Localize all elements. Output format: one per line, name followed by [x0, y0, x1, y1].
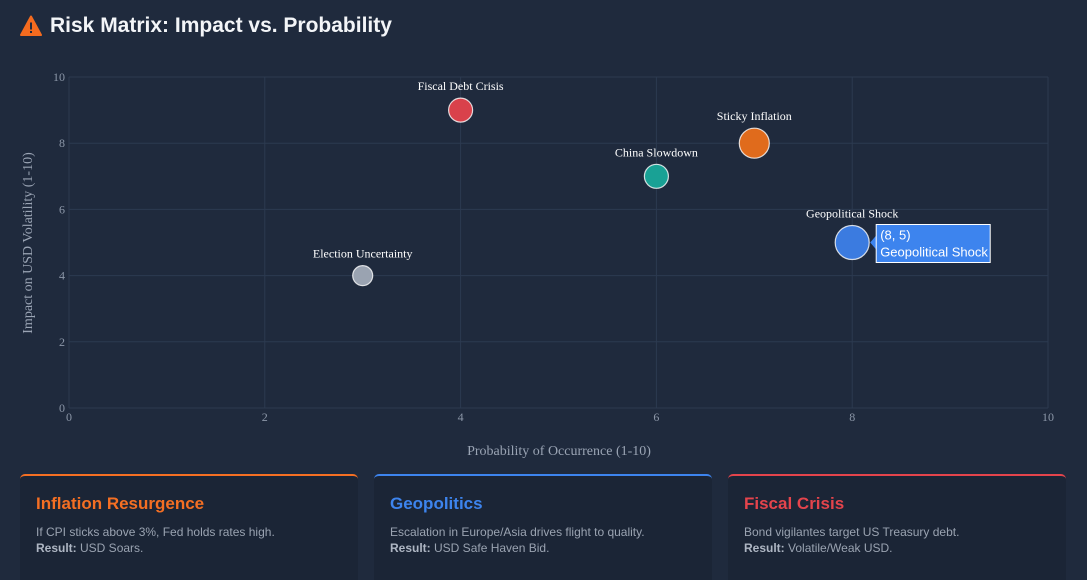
y-tick-label: 4: [59, 269, 65, 283]
y-tick-label: 0: [59, 401, 65, 415]
card-result: Result: USD Safe Haven Bid.: [390, 540, 696, 556]
card-result-value: USD Safe Haven Bid.: [434, 541, 550, 555]
data-point-label: Sticky Inflation: [717, 109, 792, 123]
tooltip-pointer: [870, 235, 877, 250]
data-point-label: Fiscal Debt Crisis: [418, 79, 504, 93]
card-geopolitics: Geopolitics Escalation in Europe/Asia dr…: [374, 474, 712, 580]
card-result-label: Result:: [36, 541, 77, 555]
data-point: [352, 265, 374, 287]
card-title: Inflation Resurgence: [36, 494, 205, 513]
data-point: [834, 224, 870, 261]
data-point-label: Election Uncertainty: [313, 247, 413, 261]
y-tick-label: 2: [59, 335, 65, 349]
data-point-label: Geopolitical Shock: [806, 207, 898, 221]
tooltip-box: [875, 224, 991, 263]
data-point: [643, 163, 670, 189]
page-title: Risk Matrix: Impact vs. Probability: [50, 14, 392, 37]
card-title: Fiscal Crisis: [744, 494, 845, 513]
y-tick-label: 10: [53, 70, 65, 84]
data-point-label: China Slowdown: [615, 145, 698, 159]
x-tick-label: 2: [262, 410, 268, 424]
card-result: Result: USD Soars.: [36, 540, 342, 556]
card-result-value: USD Soars.: [80, 541, 144, 555]
y-axis-title: Impact on USD Volatility (1-10): [21, 152, 36, 334]
card-description: Bond vigilantes target US Treasury debt.: [744, 525, 960, 539]
card-fiscal: Fiscal Crisis Bond vigilantes target US …: [728, 474, 1066, 580]
card-inflation: Inflation Resurgence If CPI sticks above…: [20, 474, 358, 580]
warning-triangle-icon: [20, 15, 42, 36]
card-result: Result: Volatile/Weak USD.: [744, 540, 1050, 556]
x-tick-label: 0: [66, 410, 72, 424]
page-header: Risk Matrix: Impact vs. Probability: [20, 14, 392, 38]
chart-tooltip: (8, 5) Geopolitical Shock: [870, 224, 991, 263]
data-point: [738, 127, 770, 159]
card-result-value: Volatile/Weak USD.: [788, 541, 893, 555]
y-tick-label: 6: [59, 202, 65, 216]
card-result-label: Result:: [390, 541, 431, 555]
chart-ticks: 0 2 4 6 8 10 0 2 4 6 8 10: [53, 70, 1054, 424]
scenario-cards: Inflation Resurgence If CPI sticks above…: [20, 474, 1066, 580]
tooltip-label: Geopolitical Shock: [880, 245, 988, 260]
tooltip-coords: (8, 5): [880, 228, 910, 243]
card-description: If CPI sticks above 3%, Fed holds rates …: [36, 525, 275, 539]
data-point: [448, 97, 474, 123]
x-axis-title: Probability of Occurrence (1-10): [467, 444, 651, 459]
card-description: Escalation in Europe/Asia drives flight …: [390, 525, 645, 539]
card-title: Geopolitics: [390, 494, 483, 513]
risk-matrix-chart: 0 2 4 6 8 10 0 2 4 6 8 10 Probability of Occurrence…: [21, 70, 1054, 459]
x-tick-label: 10: [1042, 410, 1054, 424]
x-tick-label: 6: [653, 410, 659, 424]
x-tick-label: 4: [458, 410, 464, 424]
x-tick-label: 8: [849, 410, 855, 424]
y-tick-label: 8: [59, 136, 65, 150]
chart-points: Fiscal Debt Crisis Sticky Inflation China …: [313, 79, 898, 287]
card-result-label: Result:: [744, 541, 785, 555]
